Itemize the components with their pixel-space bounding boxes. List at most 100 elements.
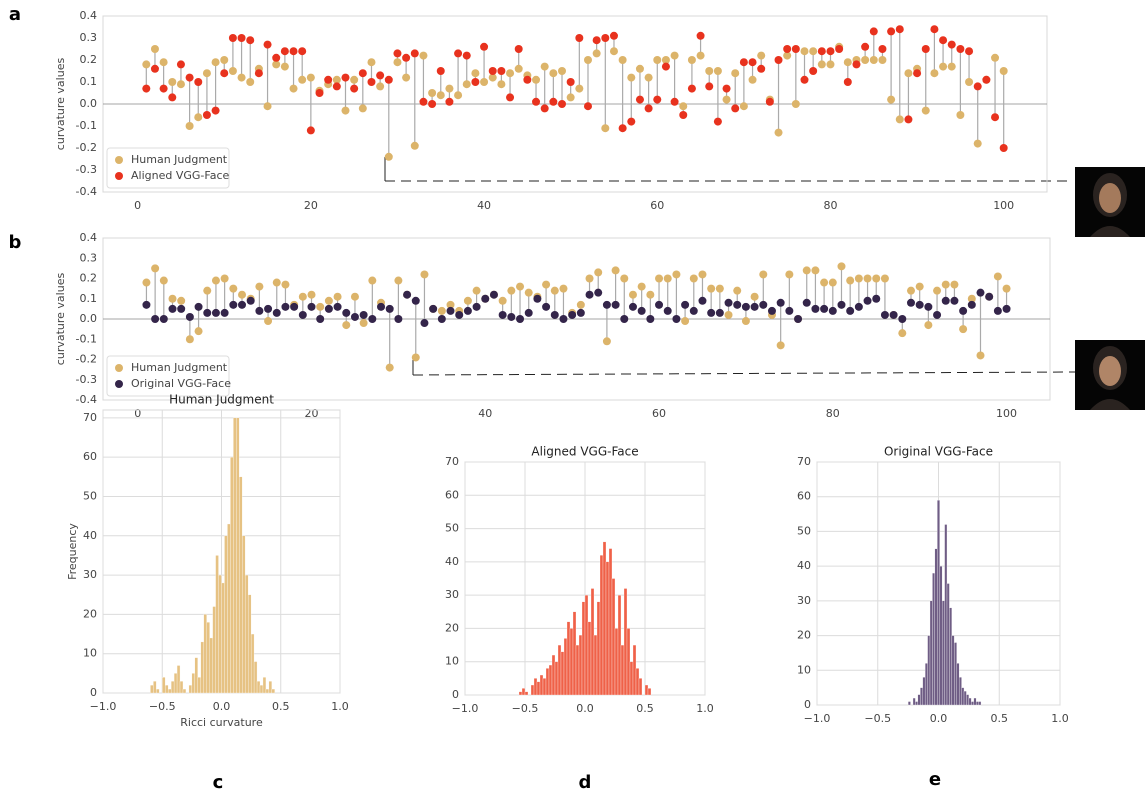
point [246,296,255,305]
y-axis-label: curvature values [54,58,67,151]
point [168,93,177,102]
point [985,292,994,301]
point [384,75,393,84]
point [238,290,247,299]
histogram-bar [212,606,216,694]
point [281,280,290,289]
point [863,274,872,283]
point [411,296,420,305]
point [280,47,289,56]
point [472,302,481,311]
chart-title: Aligned VGG-Face [531,445,638,459]
point [820,278,829,287]
point [817,60,826,69]
point [350,84,359,93]
point [237,73,246,82]
histogram-bar [170,681,175,694]
point [168,304,177,313]
histogram-bar [605,561,610,696]
point [246,78,255,86]
point [480,78,489,86]
point [419,51,428,60]
histogram-bar [230,457,234,694]
point [880,310,889,319]
histogram-bar [569,628,574,696]
point [341,106,350,115]
histogram-bar [233,417,237,694]
x-tick-label: 1.0 [696,702,714,715]
point [930,69,939,78]
histogram-bar [524,691,529,696]
connector [384,157,1076,376]
point [887,95,896,104]
point [307,290,316,299]
histogram-bar [932,572,936,706]
point [930,25,939,34]
point [185,73,194,82]
point [428,89,437,97]
histogram-bar [539,674,544,696]
point [741,302,750,311]
point [489,290,498,299]
point [843,78,852,86]
point [454,91,463,100]
point [967,300,976,309]
point [342,308,351,317]
y-tick-label: -0.3 [76,373,97,386]
point [689,306,698,315]
histogram-bar [563,638,568,696]
point [921,45,930,53]
histogram-bar [581,601,586,696]
point [846,276,855,285]
point [628,290,637,299]
point [872,294,881,303]
point [670,97,679,106]
y-tick-label: 20 [797,629,811,642]
point [601,34,610,42]
point [774,128,783,137]
histogram-bar [944,524,948,706]
point [609,31,618,40]
point [592,49,601,58]
point [705,82,714,91]
point [713,67,722,75]
point [272,53,281,62]
point [403,290,412,299]
point [618,124,627,133]
x-tick-label: 0.0 [576,702,594,715]
point [498,296,507,305]
legend-label: Human Judgment [131,153,228,166]
point [904,69,913,78]
point [185,335,194,344]
histogram-bar [587,621,592,696]
point [168,294,177,303]
y-tick-label: 0.3 [80,251,98,264]
point [750,302,759,311]
point [956,111,965,119]
point [524,308,533,317]
point [298,292,307,301]
point [941,296,950,305]
y-tick-label: 10 [83,647,97,660]
histogram-bar [978,701,982,706]
point [446,306,455,315]
point [759,270,768,279]
point [306,73,315,82]
point [915,282,924,291]
point [828,278,837,287]
point [385,363,394,372]
histogram-bar [929,600,933,706]
y-tick-label: 0.4 [80,231,98,244]
histogram-bar [265,688,270,694]
point [887,27,896,36]
point [202,69,211,78]
point [471,69,480,78]
point [880,274,889,283]
point [280,62,289,71]
histogram-bar [951,635,955,706]
histogram-bar [188,684,193,694]
y-tick-label: -0.2 [76,353,97,366]
point [142,278,151,287]
histogram-bar [963,690,967,706]
x-tick-label: −0.5 [864,712,891,725]
